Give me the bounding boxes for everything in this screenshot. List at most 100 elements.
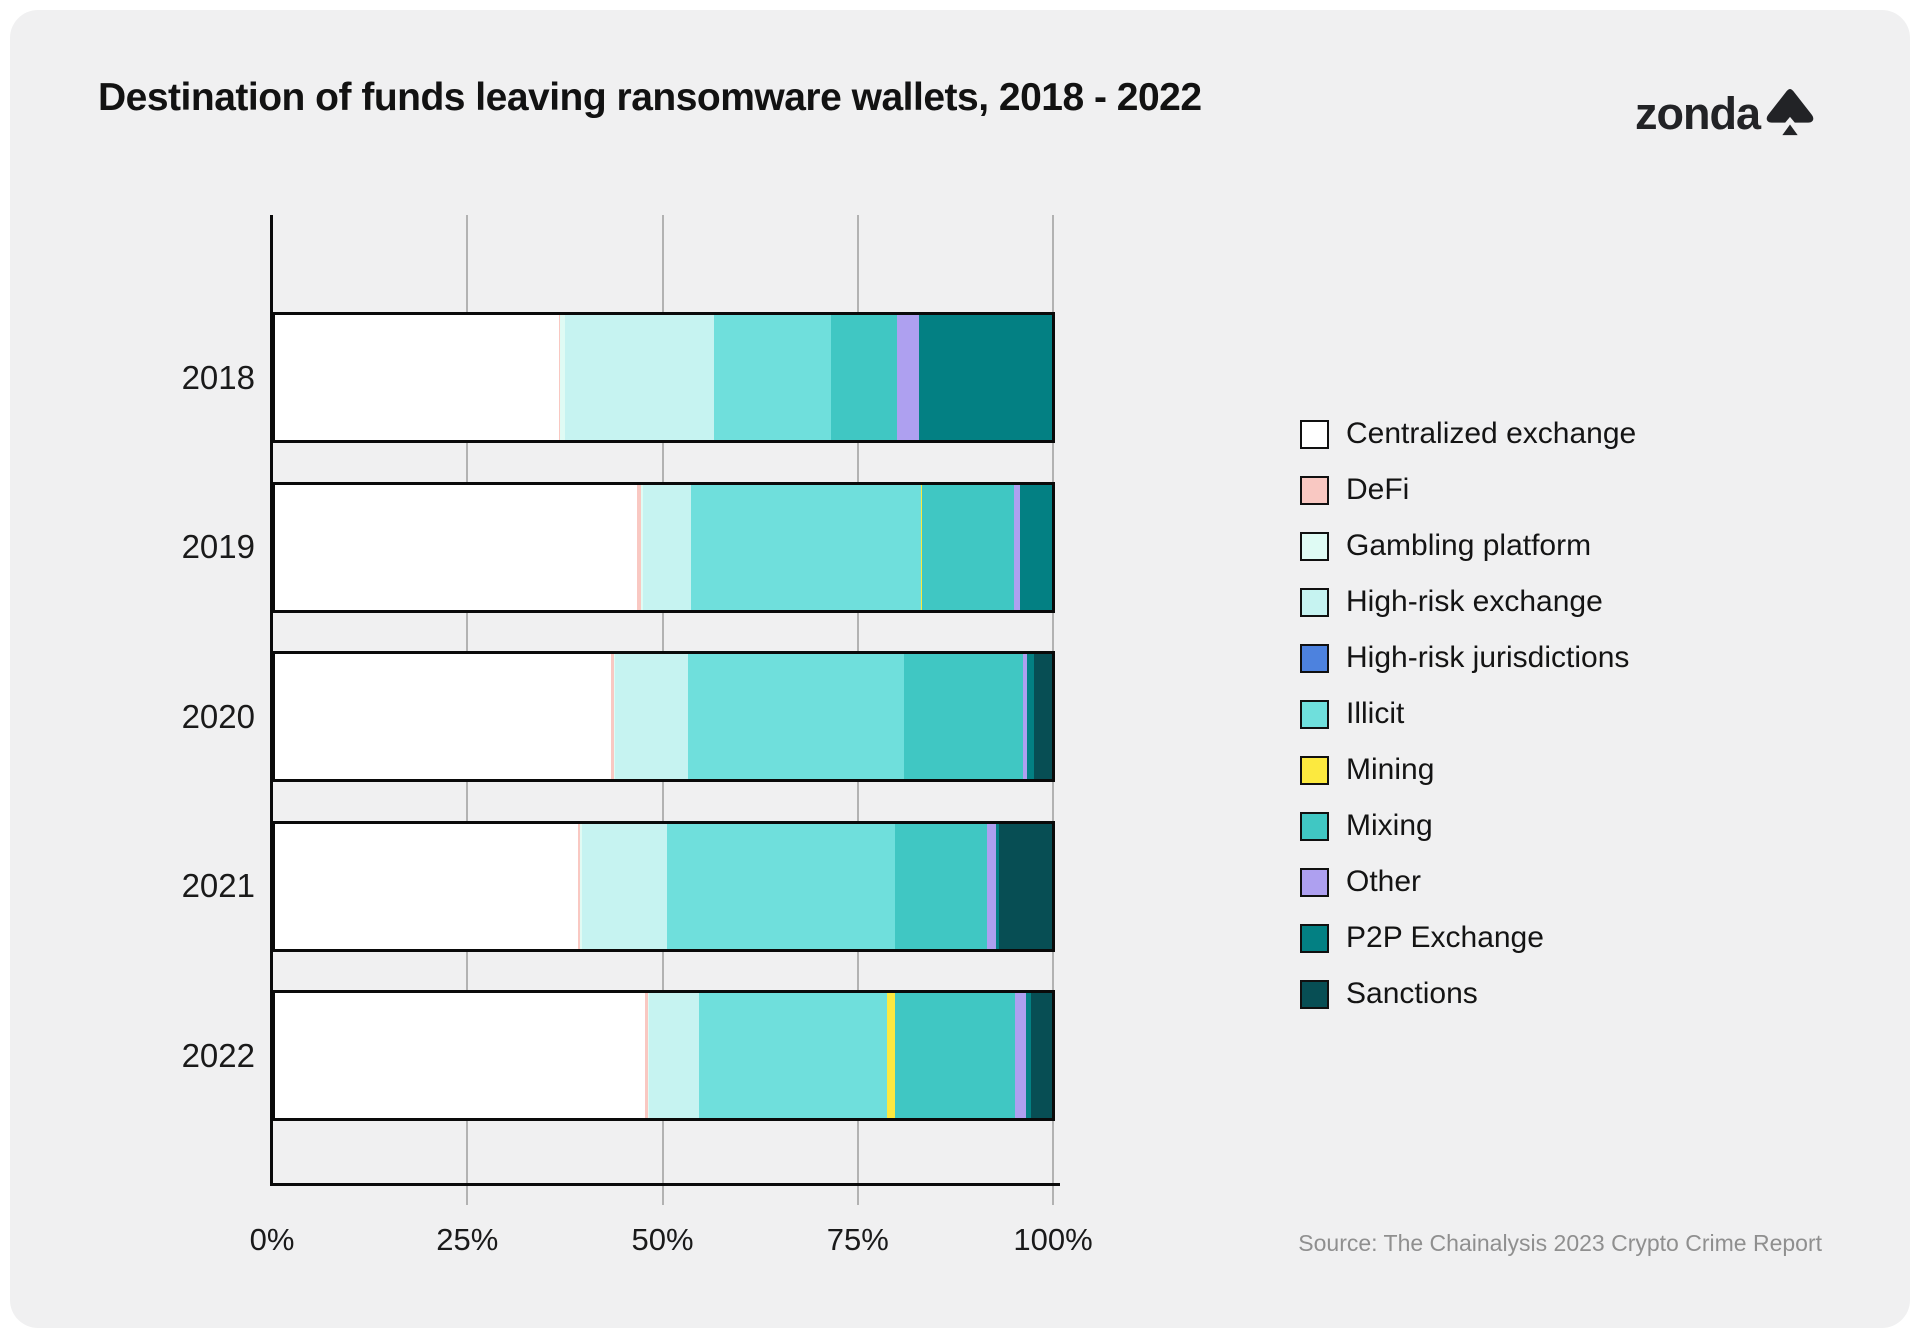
legend-item-mining: Mining xyxy=(1300,742,1636,798)
bar-segment-2019-high-risk-exchange xyxy=(642,485,692,610)
legend-swatch-icon xyxy=(1300,643,1329,673)
bar-segment-2022-high-risk-exchange xyxy=(649,993,700,1118)
bar-segment-2020-defi xyxy=(610,654,614,779)
year-label-2020: 2020 xyxy=(181,698,255,735)
legend-label: Sanctions xyxy=(1346,977,1478,1010)
bar-segment-2020-centralized-exchange xyxy=(275,654,611,779)
legend-swatch-icon xyxy=(1300,923,1329,953)
y-axis-line xyxy=(270,215,273,1186)
legend-item-other: Other xyxy=(1300,854,1636,910)
legend-item-defi: DeFi xyxy=(1300,462,1636,518)
bar-2018 xyxy=(272,312,1055,443)
bar-segment-2019-mixing xyxy=(922,485,1014,610)
bar-segment-2018-centralized-exchange xyxy=(275,315,559,440)
bar-2020 xyxy=(272,651,1055,782)
bar-segment-2021-mixing xyxy=(895,824,987,949)
legend-swatch-icon xyxy=(1300,419,1329,449)
year-label-2022: 2022 xyxy=(181,1037,255,1074)
bar-segment-2022-centralized-exchange xyxy=(275,993,645,1118)
bar-segment-2019-gambling-platform xyxy=(640,485,643,610)
bar-segment-2020-mixing xyxy=(903,654,1024,779)
bar-segment-2022-p2p-exchange xyxy=(1026,993,1031,1118)
x-tick-25: 25% xyxy=(436,1222,499,1257)
chart-title: Destination of funds leaving ransomware … xyxy=(98,76,1202,119)
legend-item-illicit: Illicit xyxy=(1300,686,1636,742)
legend-swatch-icon xyxy=(1300,979,1329,1009)
year-label-2021: 2021 xyxy=(181,867,255,904)
legend: Centralized exchange DeFi Gambling platfor… xyxy=(1300,406,1636,1022)
legend-swatch-icon xyxy=(1300,755,1329,785)
bar-segment-2020-illicit xyxy=(688,654,904,779)
legend-label: DeFi xyxy=(1346,473,1410,506)
bar-segment-2018-p2p-exchange xyxy=(919,315,1052,440)
bar-2021 xyxy=(272,821,1055,952)
legend-label: High-risk exchange xyxy=(1346,585,1603,618)
legend-swatch-icon xyxy=(1300,699,1329,729)
bar-segment-2019-other xyxy=(1013,485,1021,610)
legend-swatch-icon xyxy=(1300,811,1329,841)
zonda-logo-text: zonda xyxy=(1635,88,1761,139)
bar-segment-2020-other xyxy=(1023,654,1028,779)
legend-item-gambling-platform: Gambling platform xyxy=(1300,518,1636,574)
bar-segment-2019-illicit xyxy=(691,485,921,610)
bar-2019 xyxy=(272,482,1055,613)
bar-segment-2018-mixing xyxy=(830,315,897,440)
zonda-logo: zonda xyxy=(1635,88,1814,140)
legend-label: High-risk jurisdictions xyxy=(1346,641,1630,674)
legend-label: P2P Exchange xyxy=(1346,921,1544,954)
legend-item-mixing: Mixing xyxy=(1300,798,1636,854)
bar-segment-2018-gambling-platform xyxy=(560,315,565,440)
bar-2022 xyxy=(272,990,1055,1121)
bar-segment-2022-other xyxy=(1015,993,1027,1118)
bar-segment-2021-p2p-exchange xyxy=(996,824,1000,949)
bar-segment-2020-high-risk-exchange xyxy=(615,654,689,779)
legend-label: Gambling platform xyxy=(1346,529,1592,562)
legend-item-sanctions: Sanctions xyxy=(1300,966,1636,1022)
bar-segment-2022-defi xyxy=(644,993,648,1118)
legend-swatch-icon xyxy=(1300,531,1329,561)
bar-segment-2022-mixing xyxy=(895,993,1016,1118)
x-axis-line xyxy=(270,1183,1060,1186)
bar-segment-2020-gambling-platform xyxy=(613,654,616,779)
x-tick-0: 0% xyxy=(249,1222,295,1257)
legend-label: Illicit xyxy=(1346,697,1405,730)
x-tick-100: 100% xyxy=(1013,1222,1093,1257)
legend-label: Mining xyxy=(1346,753,1435,786)
bar-segment-2018-defi xyxy=(558,315,561,440)
legend-swatch-icon xyxy=(1300,867,1329,897)
x-tick-50: 50% xyxy=(631,1222,694,1257)
legend-item-centralized-exchange: Centralized exchange xyxy=(1300,406,1636,462)
year-label-2018: 2018 xyxy=(181,359,255,396)
bar-segment-2018-illicit xyxy=(713,315,831,440)
bar-segment-2022-mining xyxy=(887,993,895,1118)
source-note: Source: The Chainalysis 2023 Crypto Crim… xyxy=(1298,1230,1822,1256)
bar-segment-2019-p2p-exchange xyxy=(1020,485,1052,610)
legend-swatch-icon xyxy=(1300,587,1329,617)
legend-item-high-risk-exchange: High-risk exchange xyxy=(1300,574,1636,630)
legend-swatch-icon xyxy=(1300,475,1329,505)
bar-segment-2021-defi xyxy=(578,824,580,949)
legend-item-p2p-exchange: P2P Exchange xyxy=(1300,910,1636,966)
bar-segment-2021-other xyxy=(986,824,996,949)
year-label-2019: 2019 xyxy=(181,528,255,565)
bar-segment-2021-high-risk-exchange xyxy=(581,824,667,949)
legend-label: Centralized exchange xyxy=(1346,417,1637,450)
legend-item-high-risk-jurisdictions: High-risk jurisdictions xyxy=(1300,630,1636,686)
bar-segment-2021-illicit xyxy=(666,824,896,949)
legend-label: Other xyxy=(1346,865,1422,898)
legend-label: Mixing xyxy=(1346,809,1433,842)
bar-segment-2022-illicit xyxy=(699,993,888,1118)
bar-segment-2021-sanctions xyxy=(999,824,1052,949)
bar-segment-2018-high-risk-exchange xyxy=(564,315,714,440)
bar-segment-2021-gambling-platform xyxy=(579,824,582,949)
bar-segment-2021-centralized-exchange xyxy=(275,824,579,949)
bar-segment-2020-p2p-exchange xyxy=(1027,654,1035,779)
zonda-spade-icon xyxy=(1766,88,1814,140)
bar-segment-2022-sanctions xyxy=(1030,993,1052,1118)
x-tick-75: 75% xyxy=(826,1222,889,1257)
bar-segment-2022-gambling-platform xyxy=(647,993,650,1118)
bar-segment-2020-sanctions xyxy=(1034,654,1052,779)
bar-segment-2018-other xyxy=(896,315,920,440)
bar-segment-2019-centralized-exchange xyxy=(275,485,638,610)
